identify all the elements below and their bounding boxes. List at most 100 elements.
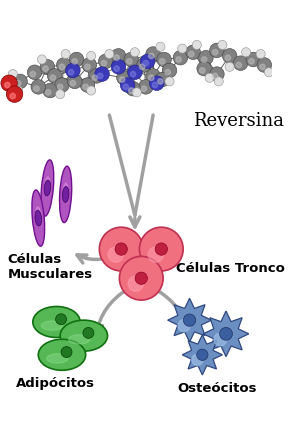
- Circle shape: [31, 80, 45, 94]
- Circle shape: [56, 90, 65, 99]
- Circle shape: [127, 59, 132, 64]
- Circle shape: [139, 227, 183, 271]
- Circle shape: [117, 71, 131, 85]
- Circle shape: [129, 88, 134, 93]
- Circle shape: [47, 69, 62, 83]
- Circle shape: [205, 73, 214, 82]
- Circle shape: [69, 52, 84, 67]
- Circle shape: [43, 66, 48, 71]
- Circle shape: [178, 44, 187, 53]
- Circle shape: [56, 314, 67, 325]
- Circle shape: [45, 90, 51, 95]
- Circle shape: [61, 346, 72, 357]
- Circle shape: [119, 256, 163, 300]
- Circle shape: [192, 40, 202, 49]
- Circle shape: [126, 81, 140, 96]
- Circle shape: [176, 57, 181, 62]
- Circle shape: [165, 77, 174, 86]
- Ellipse shape: [60, 166, 72, 223]
- Ellipse shape: [60, 320, 108, 351]
- Circle shape: [173, 50, 188, 65]
- Circle shape: [1, 75, 17, 92]
- Circle shape: [82, 58, 97, 72]
- Circle shape: [70, 81, 76, 86]
- Circle shape: [108, 247, 123, 262]
- Circle shape: [124, 52, 138, 67]
- Circle shape: [13, 74, 27, 88]
- Circle shape: [200, 68, 205, 73]
- Polygon shape: [182, 335, 222, 375]
- Circle shape: [6, 86, 23, 102]
- Circle shape: [27, 65, 42, 80]
- Circle shape: [128, 65, 142, 80]
- Circle shape: [14, 86, 23, 95]
- Text: Adipócitos: Adipócitos: [16, 378, 95, 390]
- Ellipse shape: [44, 180, 51, 196]
- Circle shape: [156, 42, 165, 51]
- Circle shape: [218, 40, 227, 49]
- Circle shape: [105, 49, 114, 59]
- Circle shape: [146, 47, 160, 61]
- Circle shape: [120, 78, 135, 92]
- Ellipse shape: [38, 339, 86, 370]
- Circle shape: [111, 60, 126, 74]
- Circle shape: [72, 59, 77, 64]
- Circle shape: [212, 49, 218, 55]
- Circle shape: [85, 64, 90, 70]
- Circle shape: [256, 49, 265, 59]
- Ellipse shape: [36, 207, 41, 224]
- Circle shape: [149, 75, 154, 81]
- Text: Células Tronco: Células Tronco: [176, 262, 285, 275]
- Circle shape: [89, 69, 104, 83]
- Circle shape: [80, 78, 95, 92]
- Circle shape: [214, 333, 227, 346]
- Circle shape: [130, 71, 136, 77]
- Ellipse shape: [35, 210, 42, 226]
- Ellipse shape: [33, 307, 80, 337]
- Circle shape: [233, 56, 248, 71]
- Circle shape: [149, 53, 154, 59]
- Ellipse shape: [32, 190, 45, 246]
- Circle shape: [199, 50, 213, 65]
- Ellipse shape: [41, 160, 54, 216]
- Circle shape: [92, 75, 97, 81]
- Circle shape: [257, 58, 271, 72]
- Circle shape: [222, 49, 237, 63]
- Circle shape: [152, 82, 158, 88]
- Circle shape: [150, 76, 164, 91]
- Circle shape: [37, 55, 46, 64]
- Circle shape: [111, 49, 126, 63]
- Circle shape: [57, 58, 71, 72]
- Circle shape: [83, 328, 94, 339]
- Circle shape: [236, 62, 242, 68]
- Circle shape: [30, 71, 36, 77]
- Circle shape: [16, 81, 21, 86]
- Circle shape: [119, 77, 125, 82]
- Circle shape: [214, 77, 223, 86]
- Circle shape: [132, 88, 141, 97]
- Text: Células
Musculares: Células Musculares: [7, 253, 92, 281]
- Ellipse shape: [41, 321, 62, 330]
- Circle shape: [4, 82, 10, 88]
- Circle shape: [210, 67, 224, 81]
- Circle shape: [165, 70, 170, 75]
- Circle shape: [68, 74, 82, 88]
- Circle shape: [114, 55, 119, 60]
- Circle shape: [130, 48, 139, 57]
- Ellipse shape: [69, 335, 90, 344]
- Circle shape: [34, 86, 39, 92]
- Circle shape: [155, 243, 167, 255]
- Circle shape: [139, 64, 145, 70]
- Circle shape: [123, 84, 129, 90]
- Circle shape: [264, 68, 273, 77]
- Circle shape: [249, 59, 254, 64]
- Circle shape: [40, 60, 55, 74]
- Polygon shape: [203, 311, 249, 357]
- Circle shape: [138, 80, 153, 94]
- Circle shape: [95, 67, 109, 81]
- Circle shape: [183, 314, 196, 326]
- Circle shape: [178, 319, 190, 332]
- Circle shape: [141, 86, 147, 92]
- Circle shape: [97, 73, 103, 79]
- Circle shape: [137, 58, 151, 72]
